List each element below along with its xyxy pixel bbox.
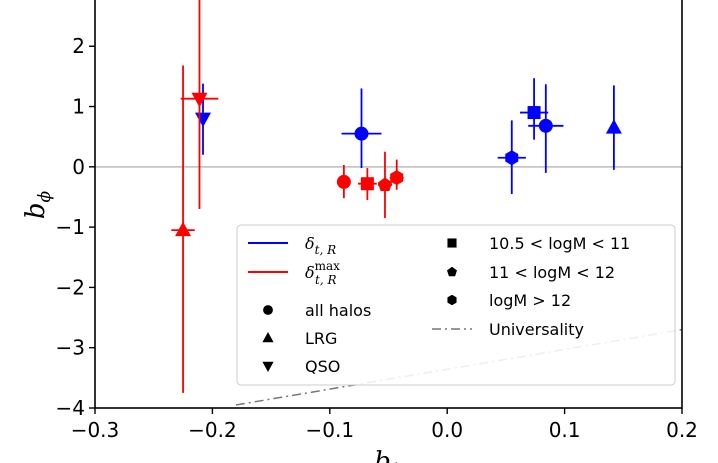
legend-superscript: max [315,259,341,273]
data-point-circle [538,118,553,133]
legend-subscript: t, R [315,243,337,257]
legend-marker-hexagon [447,294,457,306]
y-axis-label: bϕ [21,190,55,219]
legend-entry: δt, R [248,234,336,257]
data-point-pentagon [377,177,393,191]
legend-entry: LRG [262,329,337,348]
legend-entry: 10.5 < logM < 11 [447,234,630,253]
legend-marker-triangle-up [262,332,274,343]
plot-frame [94,0,683,409]
legend-label: δmax t, R [305,259,340,287]
data-point-square [527,106,541,120]
legend-entry: all halos [263,301,371,320]
legend-label: LRG [305,329,337,348]
data-point-triangle-down [195,112,212,128]
data-point-circle [354,126,369,141]
legend-box [236,224,676,386]
y-tick-label: −1 [56,215,85,239]
y-tick-label: 2 [72,34,85,58]
legend-entry: 11 < logM < 12 [447,263,615,282]
data-point-hexagon [390,170,404,186]
y-tick-label: −2 [56,275,85,299]
legend-symbol: δ [305,234,315,253]
x-tick-label: 0.1 [549,418,581,442]
y-axis: −4 −3 −2 −1 0 1 2 [56,34,95,420]
legend-label: logM > 12 [489,291,571,310]
data-point-triangle-up [605,119,622,134]
series-red [171,0,404,393]
legend-entry: δmax t, R [248,259,340,287]
legend-label: 10.5 < logM < 11 [489,234,630,253]
series-blue [195,78,622,194]
y-tick-label: −3 [56,336,85,360]
data-point-square [360,177,374,191]
y-tick-label: −4 [56,396,85,420]
y-tick-label: 0 [72,155,85,179]
legend-entry: Universality [432,320,584,339]
y-tick-label: 1 [72,95,85,119]
data-point-hexagon [505,150,519,166]
legend-label: Universality [489,320,584,339]
data-point-triangle-down [191,92,208,108]
legend-symbol: δ [305,263,315,282]
legend-entry: QSO [262,357,340,376]
x-tick-label: −0.3 [71,418,120,442]
x-tick-label: −0.1 [306,418,355,442]
legend-marker-circle [263,305,273,315]
legend-entry: logM > 12 [447,291,571,310]
plot-area [95,0,683,406]
x-axis: −0.3 −0.2 −0.1 0.0 0.1 0.2 [71,408,698,442]
legend-label: all halos [305,301,371,320]
x-tick-label: 0.0 [431,418,463,442]
data-point-circle [336,174,351,189]
legend-label: δt, R [305,234,336,257]
legend-marker-pentagon [447,266,457,277]
legend-label: 11 < logM < 12 [489,263,615,282]
x-tick-label: 0.2 [666,418,698,442]
x-axis-label: b1 [374,447,401,463]
legend-subscript: t, R [315,273,337,287]
x-tick-label: −0.2 [188,418,237,442]
legend-marker-square [447,238,457,248]
legend-marker-triangle-down [262,361,274,372]
data-point-triangle-up [175,221,192,237]
legend-label: QSO [305,357,340,376]
